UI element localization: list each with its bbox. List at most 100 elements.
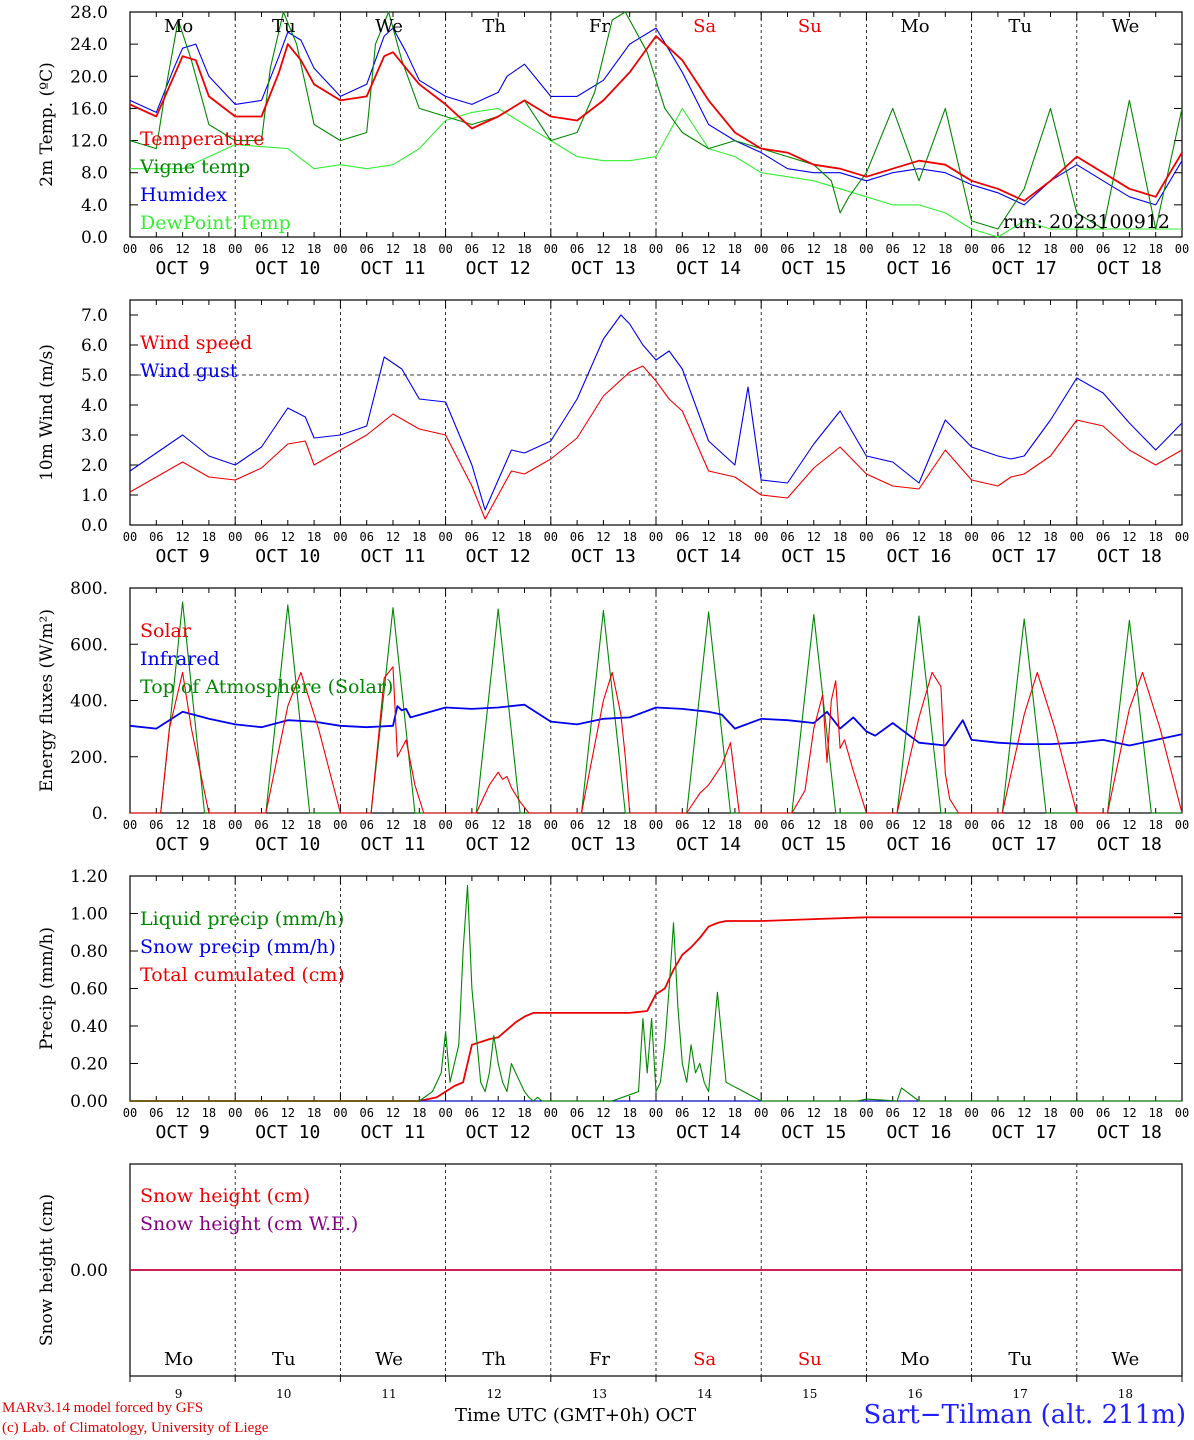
hour-tick-label: 00 <box>1070 242 1084 256</box>
day-number-label: 14 <box>697 1387 713 1401</box>
hour-tick-label: 00 <box>438 1106 452 1120</box>
hour-tick-label: 06 <box>254 242 268 256</box>
day-number-label: 16 <box>907 1387 922 1401</box>
date-label: OCT 18 <box>1097 834 1162 855</box>
hour-tick-label: 12 <box>596 242 610 256</box>
date-label: OCT 9 <box>156 546 210 567</box>
hour-tick-label: 06 <box>1096 818 1110 832</box>
legend-entry: Infrared <box>140 648 220 670</box>
hour-tick-label: 00 <box>1070 1106 1084 1120</box>
date-label: OCT 12 <box>466 546 531 567</box>
date-label: OCT 13 <box>571 546 636 567</box>
hour-tick-label: 18 <box>307 242 321 256</box>
panel-frame <box>129 299 1183 526</box>
y-tick-label: 800. <box>70 579 108 599</box>
hour-tick-label: 12 <box>701 242 715 256</box>
legend-entry: Temperature <box>140 128 264 150</box>
series-line-vigne-temp <box>129 11 1183 230</box>
hour-tick-label: 00 <box>1175 1106 1189 1120</box>
hour-tick-label: 12 <box>175 242 189 256</box>
hour-tick-label: 18 <box>728 530 742 544</box>
hour-tick-label: 12 <box>386 1106 400 1120</box>
hour-tick-label: 06 <box>149 242 163 256</box>
hour-tick-label: 00 <box>438 818 452 832</box>
hour-tick-label: 00 <box>1175 818 1189 832</box>
series-line-infrared <box>129 703 1183 747</box>
hour-tick-label: 12 <box>491 818 505 832</box>
hour-tick-label: 18 <box>938 1106 952 1120</box>
y-axis-label: Precip (mm/h) <box>37 927 57 1050</box>
credit-line-2: (c) Lab. of Climatology, University of L… <box>2 1420 269 1436</box>
hour-tick-label: 18 <box>833 242 847 256</box>
legend-entry: Snow height (cm W.E.) <box>140 1213 358 1235</box>
hour-tick-label: 18 <box>1043 242 1057 256</box>
date-label: OCT 16 <box>886 1122 951 1143</box>
hour-tick-label: 00 <box>964 530 978 544</box>
hour-tick-label: 12 <box>386 530 400 544</box>
hour-tick-label: 00 <box>649 530 663 544</box>
hour-tick-label: 18 <box>833 818 847 832</box>
y-tick-label: 20.0 <box>70 67 108 87</box>
hour-tick-label: 06 <box>254 530 268 544</box>
hour-tick-label: 00 <box>859 242 873 256</box>
hour-tick-label: 12 <box>912 1106 926 1120</box>
hour-tick-label: 00 <box>964 242 978 256</box>
hour-tick-label: 18 <box>517 818 531 832</box>
hour-tick-label: 18 <box>622 530 636 544</box>
series-line-temperature <box>129 35 1183 202</box>
credit-line-1: MARv3.14 model forced by GFS <box>2 1400 204 1416</box>
hour-tick-label: 12 <box>807 1106 821 1120</box>
day-number-label: 15 <box>802 1387 817 1401</box>
hour-tick-label: 12 <box>1017 1106 1031 1120</box>
date-label: OCT 14 <box>676 1122 741 1143</box>
y-tick-label: 0.00 <box>70 1261 108 1281</box>
hour-tick-label: 06 <box>991 242 1005 256</box>
date-label: OCT 14 <box>676 546 741 567</box>
y-tick-label: 0.40 <box>70 1017 108 1037</box>
hour-tick-label: 12 <box>491 1106 505 1120</box>
legend-entry: Top of Atmosphere (Solar) <box>140 676 393 698</box>
hour-tick-label: 18 <box>412 1106 426 1120</box>
date-label: OCT 10 <box>255 546 320 567</box>
hour-tick-label: 06 <box>885 818 899 832</box>
date-label: OCT 10 <box>255 258 320 279</box>
hour-tick-label: 18 <box>1148 818 1162 832</box>
hour-tick-label: 06 <box>1096 242 1110 256</box>
hour-tick-label: 12 <box>386 818 400 832</box>
legend-entry: Total cumulated (cm) <box>140 964 345 986</box>
legend-entry: DewPoint Temp <box>140 212 291 234</box>
date-label: OCT 16 <box>886 258 951 279</box>
y-tick-label: 1.00 <box>70 905 108 925</box>
hour-tick-label: 00 <box>964 818 978 832</box>
hour-tick-label: 12 <box>1122 530 1136 544</box>
y-axis-label: Energy fluxes (W/m²) <box>37 609 57 792</box>
hour-tick-label: 06 <box>780 530 794 544</box>
y-axis-label: Snow height (cm) <box>37 1194 57 1346</box>
date-label: OCT 12 <box>466 1122 531 1143</box>
date-label: OCT 13 <box>571 1122 636 1143</box>
hour-tick-label: 06 <box>991 1106 1005 1120</box>
hour-tick-label: 00 <box>333 1106 347 1120</box>
hour-tick-label: 00 <box>123 818 137 832</box>
hour-tick-label: 18 <box>728 818 742 832</box>
y-tick-label: 12.0 <box>70 132 108 152</box>
hour-tick-label: 00 <box>1070 530 1084 544</box>
hour-tick-label: 12 <box>596 530 610 544</box>
date-label: OCT 14 <box>676 834 741 855</box>
date-label: OCT 17 <box>992 834 1057 855</box>
hour-tick-label: 12 <box>1122 1106 1136 1120</box>
day-name-label: Sa <box>693 16 716 37</box>
hour-tick-label: 00 <box>228 530 242 544</box>
series-line-liquid-precip-mm-h- <box>130 884 1182 1102</box>
y-tick-label: 0.60 <box>70 980 108 1000</box>
y-tick-label: 16.0 <box>70 99 108 119</box>
hour-tick-label: 18 <box>202 818 216 832</box>
hour-tick-label: 12 <box>1122 818 1136 832</box>
hour-tick-label: 12 <box>912 530 926 544</box>
hour-tick-label: 12 <box>807 818 821 832</box>
hour-tick-label: 18 <box>307 1106 321 1120</box>
hour-tick-label: 00 <box>544 1106 558 1120</box>
hour-tick-label: 18 <box>517 1106 531 1120</box>
hour-tick-label: 06 <box>465 242 479 256</box>
